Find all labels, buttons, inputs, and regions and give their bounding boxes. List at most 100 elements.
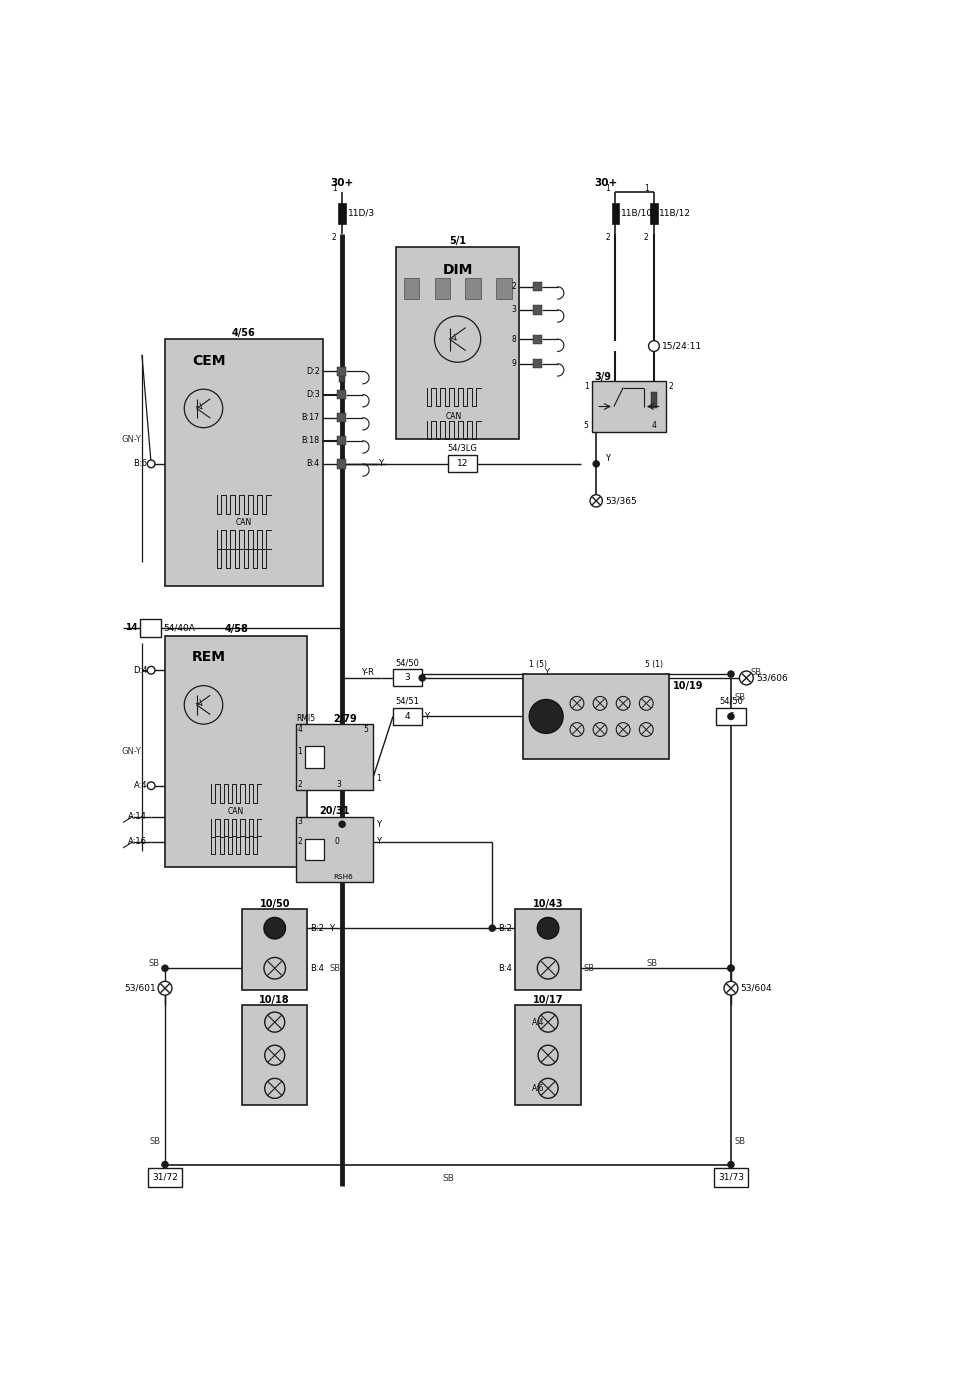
Text: 53/365: 53/365 xyxy=(604,497,636,505)
Text: DIM: DIM xyxy=(442,263,472,277)
Circle shape xyxy=(727,965,733,971)
Text: Y: Y xyxy=(378,460,382,468)
Text: 6: 6 xyxy=(727,711,733,721)
Text: B:4: B:4 xyxy=(498,963,512,973)
Text: 20/31: 20/31 xyxy=(319,806,349,816)
Text: 2/79: 2/79 xyxy=(333,714,357,724)
Bar xyxy=(336,389,346,399)
Circle shape xyxy=(727,1161,733,1168)
Bar xyxy=(148,1168,182,1187)
Text: 54/50: 54/50 xyxy=(718,696,742,706)
Bar xyxy=(165,636,308,867)
Text: SB: SB xyxy=(734,692,745,702)
Circle shape xyxy=(161,965,168,971)
Text: Y: Y xyxy=(604,454,609,462)
Text: 5/1: 5/1 xyxy=(449,235,466,245)
Circle shape xyxy=(338,821,345,827)
Circle shape xyxy=(529,699,562,733)
Text: 2: 2 xyxy=(511,282,516,292)
Text: 10/17: 10/17 xyxy=(532,995,563,1004)
Bar xyxy=(651,392,656,407)
Text: 1: 1 xyxy=(297,747,302,755)
Text: 11D/3: 11D/3 xyxy=(347,209,374,217)
Text: 3: 3 xyxy=(335,780,340,788)
Text: 3: 3 xyxy=(297,817,302,827)
Text: 5: 5 xyxy=(583,421,588,429)
Text: 10/43: 10/43 xyxy=(532,899,563,908)
Circle shape xyxy=(161,1161,168,1168)
Circle shape xyxy=(589,495,602,506)
Text: 5 (1): 5 (1) xyxy=(645,660,662,670)
Text: 54/3LG: 54/3LG xyxy=(447,443,477,453)
Text: 2: 2 xyxy=(297,838,302,846)
Text: Y-R: Y-R xyxy=(361,669,374,677)
Text: A:14: A:14 xyxy=(128,812,147,821)
Text: 15/24:11: 15/24:11 xyxy=(661,341,702,351)
Bar xyxy=(139,619,161,637)
Text: D:4: D:4 xyxy=(133,666,147,674)
Text: 1: 1 xyxy=(332,184,336,194)
Bar xyxy=(713,1168,747,1187)
Text: 2: 2 xyxy=(643,233,648,242)
Text: 3/9: 3/9 xyxy=(593,372,610,383)
Bar xyxy=(532,359,542,369)
Text: SB: SB xyxy=(149,1137,160,1146)
Text: 31/73: 31/73 xyxy=(717,1172,743,1182)
Text: 1: 1 xyxy=(643,184,648,194)
Text: 30+: 30+ xyxy=(331,179,354,189)
Bar xyxy=(338,373,345,383)
Text: SB: SB xyxy=(329,963,340,973)
Bar xyxy=(515,910,580,989)
Bar xyxy=(336,413,346,422)
Circle shape xyxy=(724,981,737,995)
Text: CAN: CAN xyxy=(235,517,252,527)
Text: 2: 2 xyxy=(297,780,302,788)
Bar xyxy=(336,436,346,446)
Text: 10/18: 10/18 xyxy=(259,995,289,1004)
Circle shape xyxy=(263,918,285,938)
Circle shape xyxy=(147,782,155,790)
Text: B:2: B:2 xyxy=(310,923,324,933)
Bar xyxy=(296,816,373,882)
Text: Y: Y xyxy=(424,711,429,721)
Bar xyxy=(165,338,323,586)
Bar xyxy=(611,202,619,224)
Bar xyxy=(532,282,542,292)
Text: GN-Y: GN-Y xyxy=(122,747,141,755)
Text: 4: 4 xyxy=(405,711,410,721)
Bar xyxy=(296,724,373,790)
Bar xyxy=(242,910,308,989)
Text: 2: 2 xyxy=(668,383,673,391)
Text: B:18: B:18 xyxy=(302,436,319,446)
Bar xyxy=(447,455,477,472)
Bar xyxy=(336,367,346,376)
Text: Y: Y xyxy=(543,669,548,677)
Bar xyxy=(496,278,511,299)
Text: CAN: CAN xyxy=(228,806,244,816)
Bar xyxy=(515,1006,580,1105)
Bar xyxy=(465,278,480,299)
Text: 0: 0 xyxy=(334,838,339,846)
Bar xyxy=(404,278,419,299)
Circle shape xyxy=(147,460,155,468)
Text: B:2: B:2 xyxy=(498,923,512,933)
Text: 14: 14 xyxy=(125,623,138,633)
Text: 11B/10: 11B/10 xyxy=(620,209,653,217)
Text: Y: Y xyxy=(376,838,381,846)
Text: SB: SB xyxy=(583,963,595,973)
Text: GN-Y: GN-Y xyxy=(122,435,141,443)
Bar xyxy=(305,746,324,768)
Text: CAN: CAN xyxy=(445,411,461,421)
Text: RSH6: RSH6 xyxy=(333,874,353,879)
Text: 53/606: 53/606 xyxy=(755,673,787,682)
Text: 8: 8 xyxy=(511,334,516,344)
Text: 9: 9 xyxy=(510,359,516,369)
Circle shape xyxy=(739,671,752,685)
Circle shape xyxy=(648,341,658,351)
Bar xyxy=(716,709,745,725)
Bar xyxy=(532,305,542,315)
Text: RMI5: RMI5 xyxy=(296,714,315,724)
Text: 54/51: 54/51 xyxy=(395,696,419,706)
Text: B:4: B:4 xyxy=(310,963,324,973)
Text: Y: Y xyxy=(329,923,333,933)
